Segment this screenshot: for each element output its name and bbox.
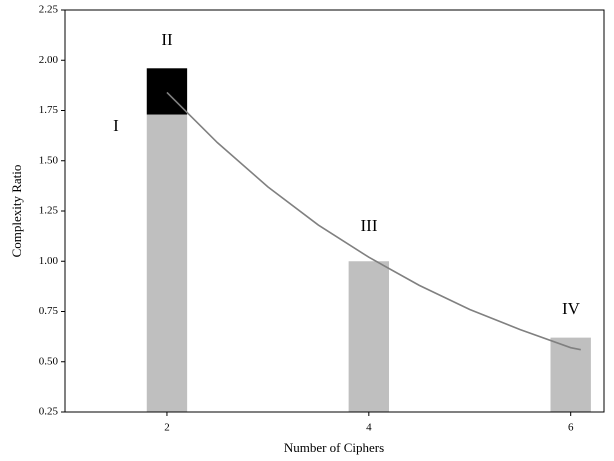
y-tick-label: 1.00 [39,255,59,267]
annotation: II [161,30,173,49]
x-axis-label: Number of Ciphers [284,440,384,455]
x-tick-label: 6 [568,422,574,434]
x-tick-label: 2 [164,422,170,434]
y-tick-label: 1.25 [39,205,59,217]
plot-frame [64,9,605,413]
y-tick-label: 2.25 [39,4,59,16]
y-tick-label: 2.00 [39,54,59,66]
bar [348,261,390,412]
x-tick-label: 4 [366,422,372,434]
y-tick-label: 1.50 [39,154,59,166]
trend-curve [166,91,581,351]
bar [146,114,188,413]
annotation: I [113,116,119,135]
bar [550,337,591,412]
annotation: IV [562,299,581,318]
y-tick-label: 0.50 [39,355,59,367]
y-tick-label: 0.25 [39,406,59,418]
annotation: III [361,216,378,235]
y-tick-label: 0.75 [39,305,59,317]
y-axis-label: Complexity Ratio [9,165,24,258]
y-tick-label: 1.75 [39,104,59,116]
